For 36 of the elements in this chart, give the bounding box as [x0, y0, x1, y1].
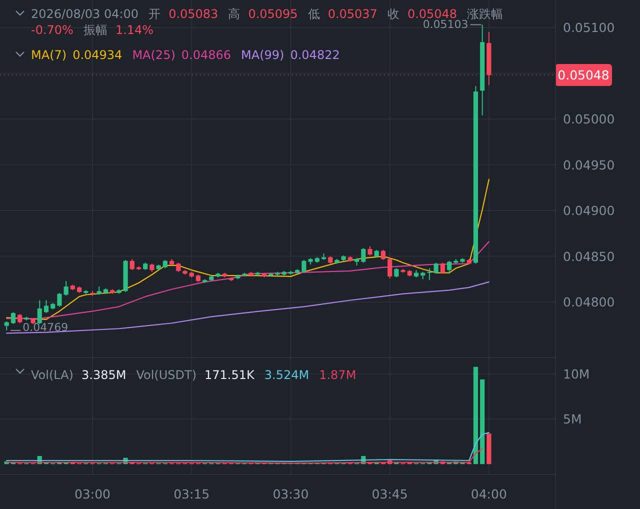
x-tick-label: 04:00: [470, 486, 507, 502]
annotation: 0.05048: [407, 7, 458, 21]
legend: MA(7) 0.04934 MA(25) 0.04866 MA(99) 0.04822: [31, 48, 340, 62]
x-tick-label: 03:15: [174, 486, 210, 502]
annotation: -0.70%: [31, 23, 74, 37]
annotation: 0.05095: [248, 7, 298, 21]
annotation: 0.05037: [328, 7, 378, 21]
y-tick-label: 5M: [563, 412, 582, 427]
annotation: 高: [228, 7, 240, 21]
y-tick-label: 10M: [563, 366, 590, 382]
annotation: 收: [387, 7, 400, 21]
y-tick-label: 0.04900: [563, 203, 615, 218]
annotation: 0.05103: [422, 18, 468, 32]
ref-line-label: 0.05048: [558, 68, 610, 83]
x-tick-label: 03:45: [372, 486, 408, 502]
y-tick-label: 0.04950: [563, 157, 615, 172]
annotation: 0.05083: [168, 7, 218, 21]
annotation: 开: [148, 7, 161, 21]
annotation: 171.51K: [204, 368, 256, 382]
annotation: 3.385M: [82, 368, 126, 382]
y-tick-label: 0.05100: [563, 20, 615, 35]
annotation: 2026/08/03 04:00: [31, 7, 139, 21]
y-tick-label: 0.04800: [563, 294, 615, 310]
annotation: 0.04769: [22, 320, 68, 334]
annotation: 低: [308, 7, 320, 21]
annotation: 1.14%: [115, 23, 154, 37]
annotation: Vol(LA): [31, 368, 74, 382]
x-tick-label: 03:30: [272, 486, 309, 502]
y-tick-label: 0.05000: [563, 112, 615, 126]
x-tick-label: 03:00: [74, 486, 111, 502]
y-tick-label: 0.04850: [563, 248, 615, 264]
annotation: 3.524M: [264, 368, 310, 382]
annotation: Vol(USDT): [136, 368, 197, 382]
annotation: 振幅: [83, 23, 108, 37]
annotation: 1.87M: [319, 368, 356, 382]
annotation: 涨跌幅: [467, 7, 504, 21]
